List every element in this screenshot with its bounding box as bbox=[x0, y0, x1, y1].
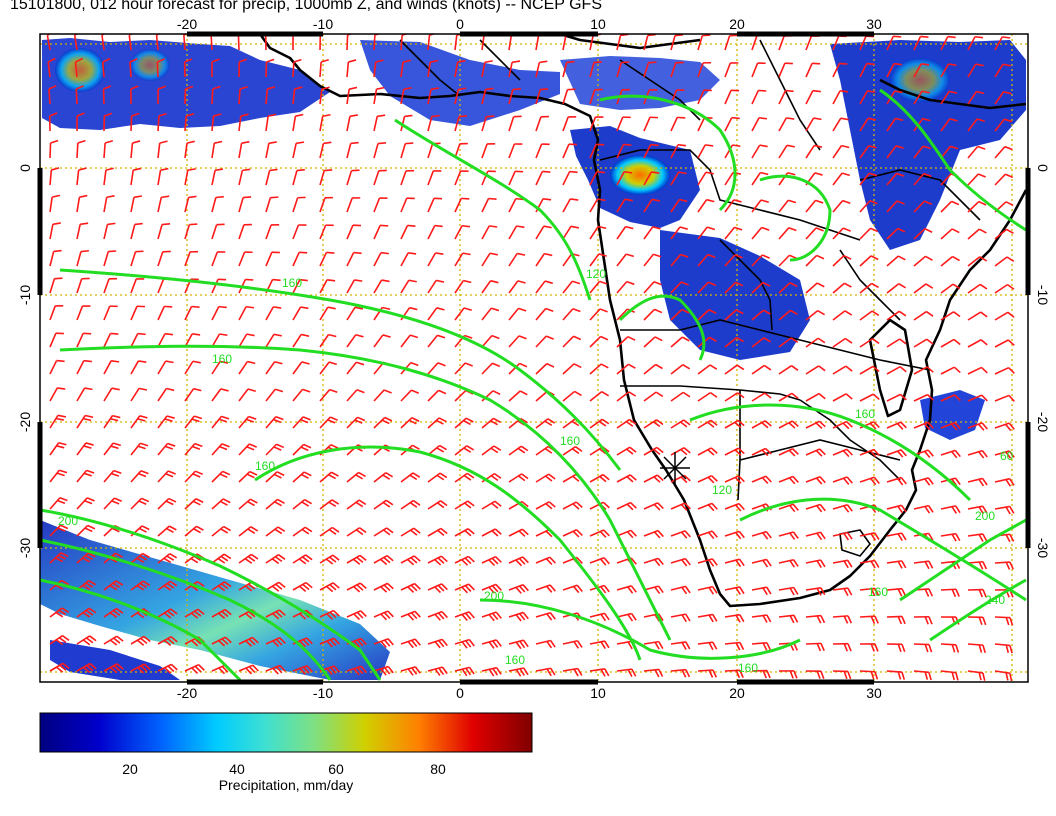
svg-text:60: 60 bbox=[1000, 449, 1014, 463]
svg-text:200: 200 bbox=[975, 509, 995, 523]
svg-text:-10: -10 bbox=[1035, 285, 1051, 305]
lon-ticks-top: -20 -10 0 10 20 30 bbox=[177, 16, 882, 32]
svg-text:60: 60 bbox=[328, 761, 344, 777]
svg-text:80: 80 bbox=[430, 761, 446, 777]
svg-text:-20: -20 bbox=[17, 412, 33, 432]
coastlines bbox=[258, 34, 1028, 608]
lat-ticks-right: 0 -10 -20 -30 bbox=[1035, 164, 1051, 558]
svg-text:-10: -10 bbox=[17, 285, 33, 305]
svg-text:0: 0 bbox=[1035, 164, 1051, 172]
svg-text:0: 0 bbox=[456, 685, 464, 700]
lon-ticks-bottom: -20 -10 0 10 20 30 bbox=[177, 685, 882, 700]
svg-text:30: 30 bbox=[866, 16, 882, 32]
colorbar-gradient bbox=[39, 712, 533, 753]
svg-text:-30: -30 bbox=[1035, 538, 1051, 558]
svg-text:-10: -10 bbox=[313, 685, 333, 700]
svg-text:160: 160 bbox=[868, 585, 888, 599]
svg-text:160: 160 bbox=[255, 459, 275, 473]
svg-text:160: 160 bbox=[212, 352, 232, 366]
svg-text:20: 20 bbox=[729, 685, 745, 700]
svg-text:0: 0 bbox=[17, 164, 33, 172]
svg-text:200: 200 bbox=[484, 589, 504, 603]
svg-text:20: 20 bbox=[729, 16, 745, 32]
svg-text:-20: -20 bbox=[177, 16, 197, 32]
svg-text:20: 20 bbox=[122, 761, 138, 777]
svg-text:-20: -20 bbox=[177, 685, 197, 700]
lat-ticks-left: 0 -10 -20 -30 bbox=[17, 164, 33, 558]
wind-barbs bbox=[46, 34, 1015, 682]
svg-text:0: 0 bbox=[456, 16, 464, 32]
svg-text:-20: -20 bbox=[1035, 412, 1051, 432]
svg-text:30: 30 bbox=[866, 685, 882, 700]
contour-labels: 160 160 160 160 160 160 160 160 120 120 … bbox=[58, 267, 1014, 675]
forecast-map: 160 160 160 160 160 160 160 160 120 120 … bbox=[17, 16, 1051, 700]
graticule bbox=[40, 34, 1028, 682]
svg-text:-30: -30 bbox=[17, 538, 33, 558]
height-contours bbox=[40, 88, 1027, 682]
station-marker-icon bbox=[660, 452, 690, 484]
svg-text:120: 120 bbox=[586, 267, 606, 281]
svg-text:160: 160 bbox=[282, 276, 302, 290]
colorbar-ticks: 20 40 60 80 bbox=[122, 761, 446, 777]
precipitation-colorbar: 20 40 60 80 Precipitation, mm/day bbox=[39, 712, 533, 793]
svg-text:120: 120 bbox=[712, 483, 732, 497]
svg-text:160: 160 bbox=[560, 434, 580, 448]
svg-text:10: 10 bbox=[590, 16, 606, 32]
svg-text:200: 200 bbox=[58, 514, 78, 528]
colorbar-label: Precipitation, mm/day bbox=[219, 777, 354, 793]
svg-text:-10: -10 bbox=[313, 16, 333, 32]
svg-text:240: 240 bbox=[985, 593, 1005, 607]
frame-ticks bbox=[37, 31, 1031, 685]
svg-text:160: 160 bbox=[855, 407, 875, 421]
svg-text:160: 160 bbox=[505, 653, 525, 667]
map-title: 15101800, 012 hour forecast for precip, … bbox=[10, 0, 602, 13]
svg-text:160: 160 bbox=[738, 661, 758, 675]
svg-text:10: 10 bbox=[590, 685, 606, 700]
svg-text:40: 40 bbox=[229, 761, 245, 777]
